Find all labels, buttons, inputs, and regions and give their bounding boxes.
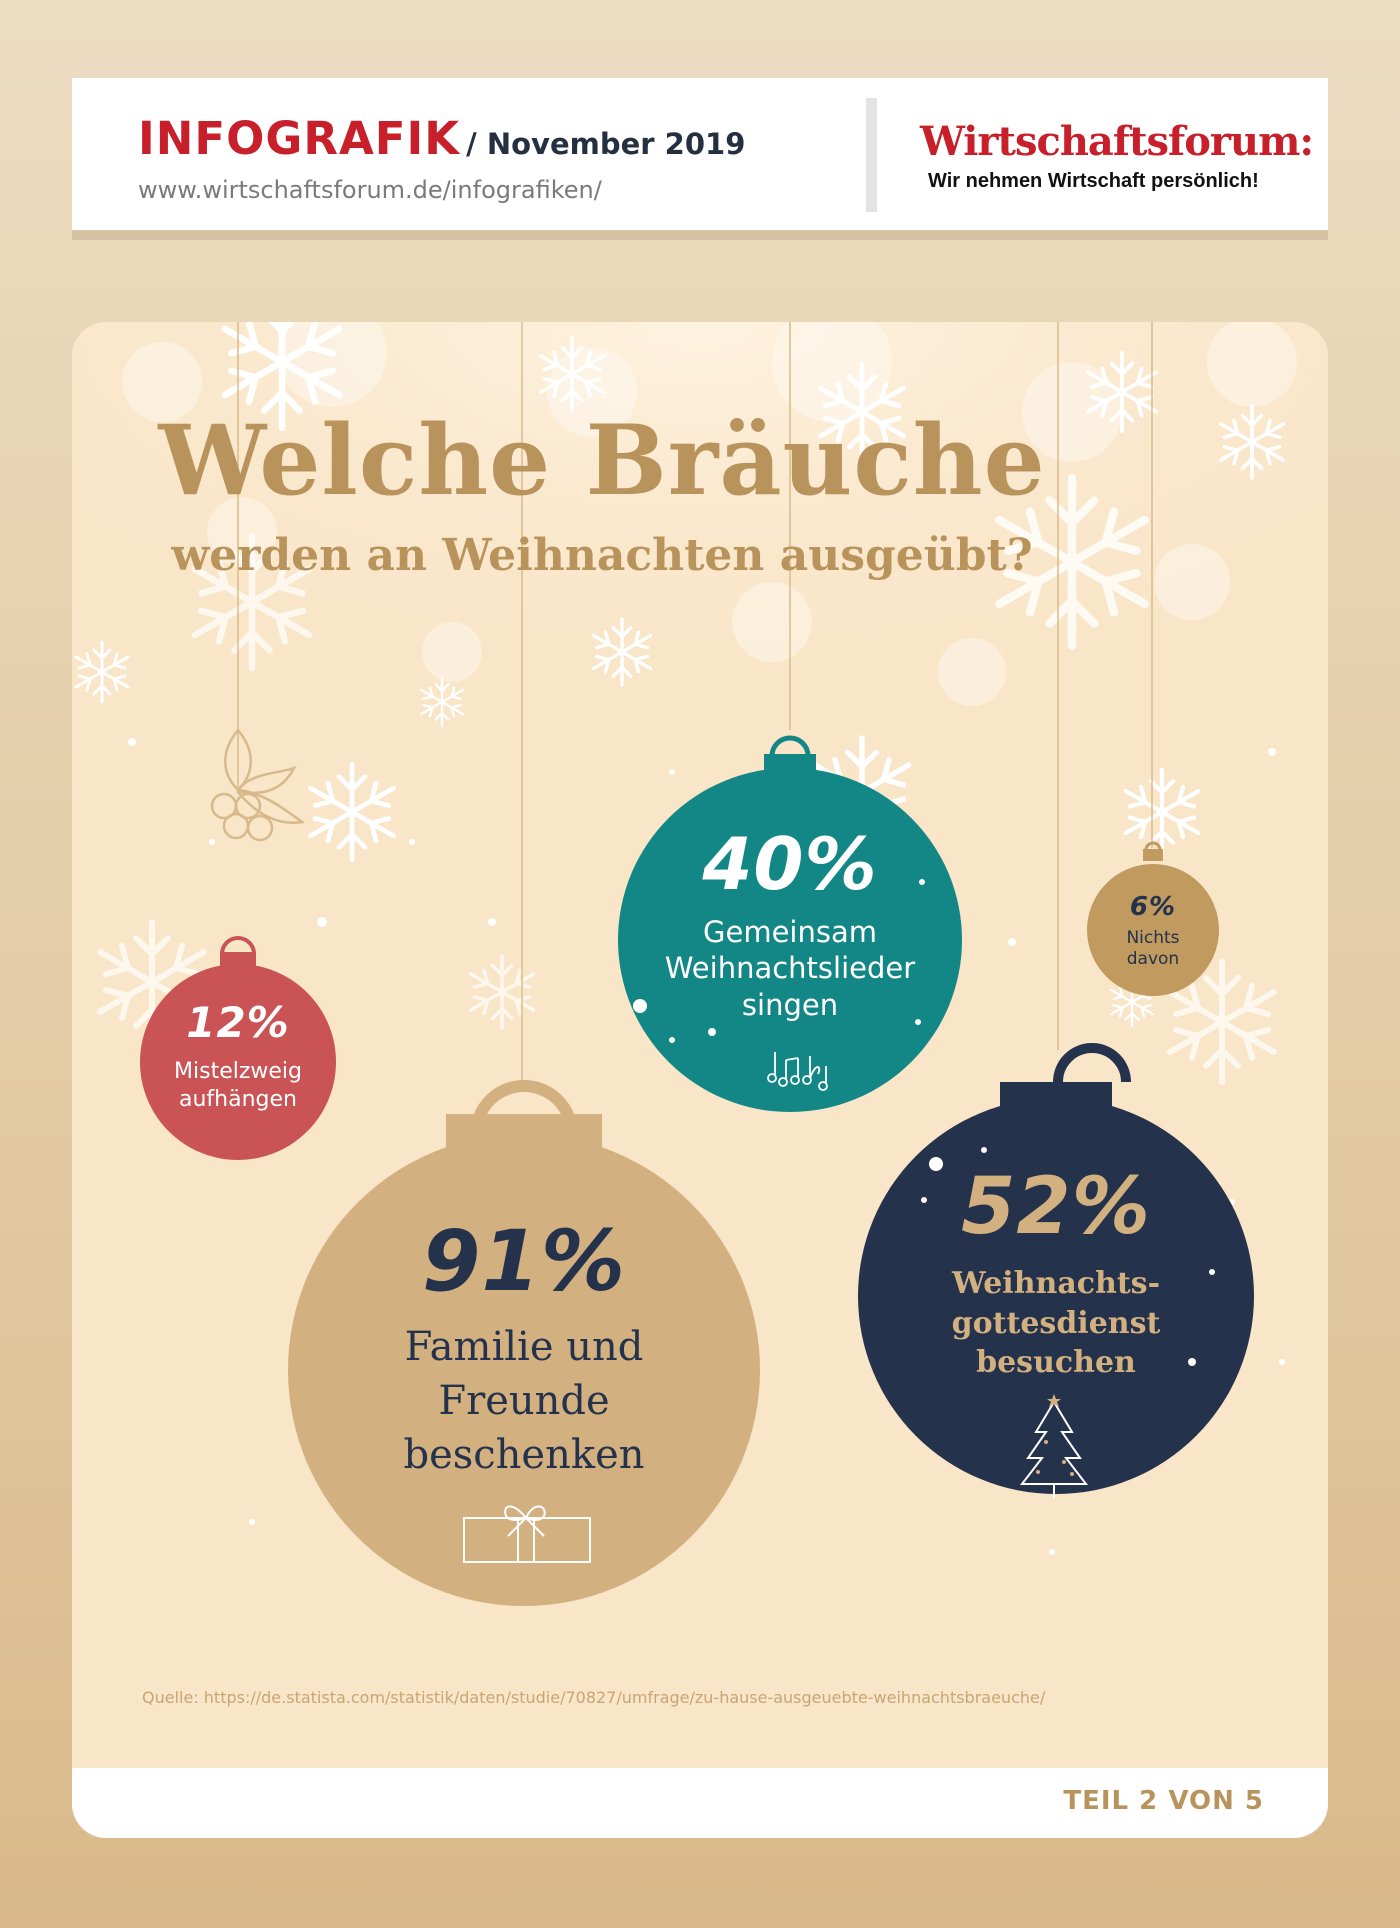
header-url[interactable]: www.wirtschaftsforum.de/infografiken/ xyxy=(138,176,602,204)
ornament-gottesdienst xyxy=(858,1098,1254,1494)
publication-date: / November 2019 xyxy=(466,127,746,161)
mistelzweig-percent: 12% xyxy=(186,998,290,1047)
infographic-card: Welche Bräuche werden an Weihnachten aus… xyxy=(72,322,1328,1838)
lieder-label: Gemeinsam Weihnachtslieder singen xyxy=(664,915,916,1022)
part-indicator: TEIL 2 VON 5 xyxy=(1063,1786,1264,1816)
gottesdienst-percent: 52% xyxy=(961,1162,1151,1252)
familie-percent: 91% xyxy=(421,1212,627,1310)
footer-bar: TEIL 2 VON 5 xyxy=(72,1768,1328,1838)
headline-sub: werden an Weihnachten ausgeübt? xyxy=(171,530,1033,581)
mistelzweig-label: Mistelzweig aufhängen xyxy=(174,1059,302,1112)
music-notes-icon xyxy=(767,1052,828,1091)
gottesdienst-label: Weihnachts-gottesdienst besuchen xyxy=(951,1266,1161,1381)
ornament-weihnachtslieder xyxy=(618,768,962,1112)
ornament-mistelzweig xyxy=(140,964,336,1160)
brand-logo: Wirtschaftsforum: xyxy=(920,118,1314,165)
header-bar: INFOGRAFIK / November 2019 www.wirtschaft… xyxy=(72,78,1328,230)
mistletoe-icon xyxy=(210,728,306,842)
christmas-tree-icon xyxy=(1019,1394,1089,1498)
ornament-familie xyxy=(288,1134,760,1606)
headline-main: Welche Bräuche xyxy=(158,404,1046,517)
infografik-label: INFOGRAFIK xyxy=(138,112,461,165)
header-title-line: INFOGRAFIK / November 2019 xyxy=(138,112,745,165)
familie-label: Familie und Freunde beschenken xyxy=(403,1324,645,1478)
source-citation[interactable]: Quelle: https://de.statista.com/statisti… xyxy=(142,1688,1046,1707)
brand-slogan: Wir nehmen Wirtschaft persönlich! xyxy=(928,170,1259,192)
ornament-nichts-davon xyxy=(1087,864,1219,996)
lieder-percent: 40% xyxy=(702,822,878,906)
header-divider xyxy=(866,98,877,212)
ornament-graphics xyxy=(72,322,1328,1606)
nichts-percent: 6% xyxy=(1129,892,1177,922)
nichts-label: Nichts davon xyxy=(1126,928,1180,970)
gift-icon xyxy=(463,1505,591,1563)
